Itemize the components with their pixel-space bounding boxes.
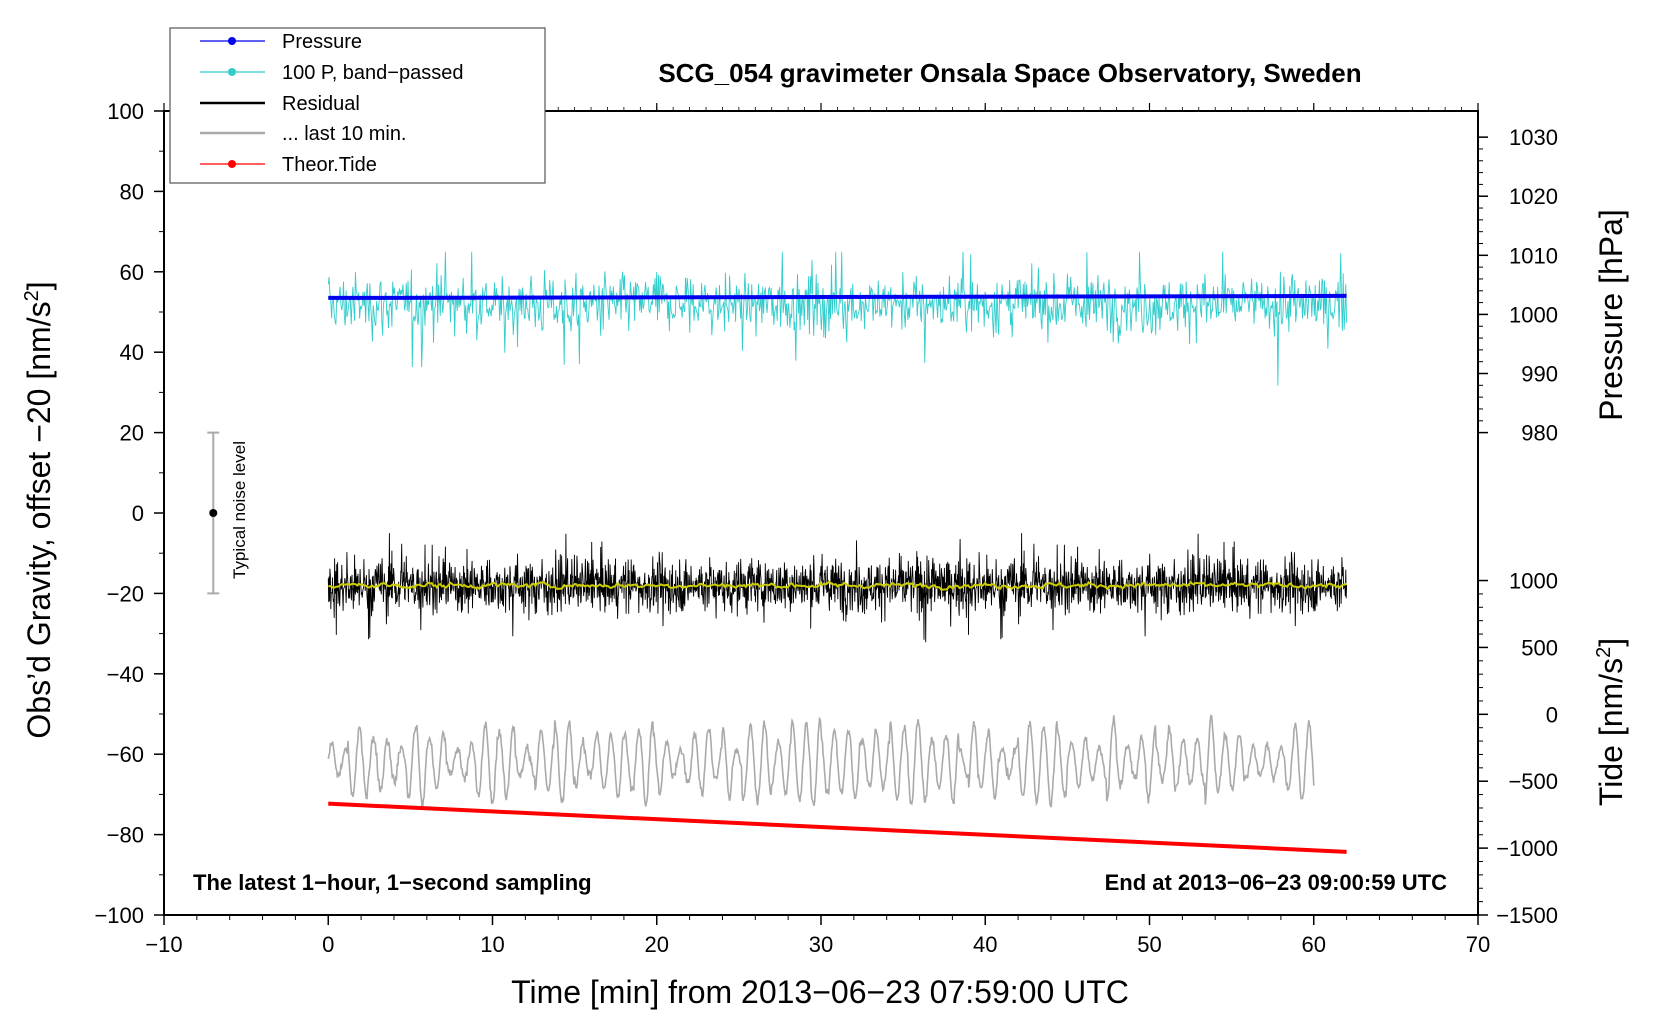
chart-title: SCG_054 gravimeter Onsala Space Observat…: [658, 58, 1361, 88]
pressure-tick-label: 980: [1521, 421, 1558, 446]
y-tick-label: 80: [120, 179, 144, 204]
legend-label-last10: ... last 10 min.: [282, 123, 407, 145]
legend: Pressure 100 P, band−passed Residual ...…: [169, 27, 546, 184]
pressure-tick-label: 1010: [1509, 243, 1558, 268]
residual-smoothed-line: [328, 580, 1348, 591]
tide-axis-title: Tide [nm/s2]: [1593, 638, 1629, 806]
x-tick-label: 40: [973, 932, 997, 957]
sampling-annotation: The latest 1−hour, 1−second sampling: [193, 870, 592, 895]
y-tick-label: 60: [120, 260, 144, 285]
tide-tick-label: 0: [1546, 702, 1558, 727]
pressure-line: [328, 293, 1347, 300]
noise-level-label: Typical noise level: [230, 441, 249, 579]
pressure-tick-label: 1000: [1509, 302, 1558, 327]
last10-line: [327, 714, 1315, 808]
y-axis-title-main: Obs’d Gravity, offset −20 [nm/s: [21, 301, 57, 738]
x-tick-label: −10: [145, 932, 182, 957]
x-tick-label: 70: [1466, 932, 1490, 957]
pressure-tick-label: 990: [1521, 362, 1558, 387]
x-tick-label: 10: [480, 932, 504, 957]
tide-axis-title-tail: ]: [1593, 638, 1629, 647]
y-tick-label: −40: [107, 662, 144, 687]
tide-tick-label: −1500: [1496, 903, 1558, 928]
legend-label-bandpassed: 100 P, band−passed: [282, 62, 463, 84]
pressure-tick-label: 1020: [1509, 184, 1558, 209]
legend-swatch-marker: [228, 160, 236, 168]
y-tick-label: −80: [107, 823, 144, 848]
tide-tick-label: 500: [1521, 635, 1558, 660]
tide-tick-label: −500: [1508, 769, 1558, 794]
x-tick-label: 60: [1302, 932, 1326, 957]
legend-swatches: [200, 37, 265, 168]
tide-axis-title-main: Tide [nm/s: [1593, 658, 1629, 806]
tide-tick-label: 1000: [1509, 569, 1558, 594]
pressure-axis-title: Pressure [hPa]: [1593, 209, 1629, 421]
y-tick-label: 0: [132, 501, 144, 526]
tide-tick-label: −1000: [1496, 836, 1558, 861]
y-tick-label: −20: [107, 581, 144, 606]
y-axis-title: Obs’d Gravity, offset −20 [nm/s2]: [21, 281, 57, 738]
y-tick-label: −100: [94, 903, 144, 928]
noise-bar-center: [209, 509, 218, 517]
legend-label-pressure: Pressure: [282, 31, 362, 53]
y-tick-label: 20: [120, 421, 144, 446]
axes-layer: −10 0 10 20 30 40 50 60 70−100−80−60−40−20020406…: [94, 99, 1558, 957]
tide-line: [328, 801, 1347, 854]
end-time-annotation: End at 2013−06−23 09:00:59 UTC: [1105, 870, 1448, 895]
y-axis-title-sup: 2: [21, 290, 43, 301]
legend-swatch-marker: [228, 68, 236, 76]
x-tick-label: 50: [1137, 932, 1161, 957]
bandpassed-line: [327, 251, 1348, 386]
x-tick-label: 0: [322, 932, 334, 957]
pressure-tick-label: 1030: [1509, 125, 1558, 150]
x-tick-label: 20: [645, 932, 669, 957]
residual-line: [327, 533, 1348, 643]
plot-area: [163, 110, 1479, 916]
legend-box: [169, 27, 546, 184]
x-tick-label: 30: [809, 932, 833, 957]
legend-swatch-marker: [228, 37, 236, 45]
y-axis-title-tail: ]: [21, 281, 57, 290]
legend-label-tide: Theor.Tide: [282, 154, 377, 176]
tide-axis-title-sup: 2: [1593, 647, 1615, 658]
series-layer: [327, 251, 1348, 854]
y-tick-label: 40: [120, 340, 144, 365]
y-tick-label: 100: [107, 99, 144, 124]
plot-frame: [163, 110, 1479, 916]
x-axis-title: Time [min] from 2013−06−23 07:59:00 UTC: [511, 974, 1129, 1010]
legend-label-residual: Residual: [282, 93, 360, 115]
y-tick-label: −60: [107, 742, 144, 767]
